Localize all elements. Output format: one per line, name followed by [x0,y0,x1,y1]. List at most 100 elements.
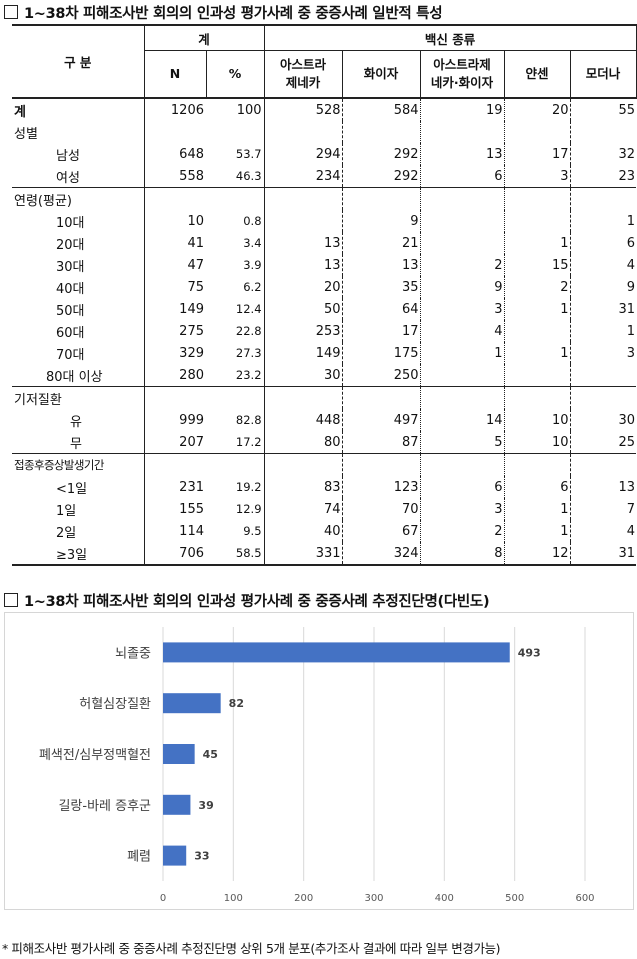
cell-vaccine-4: 32 [569,143,637,165]
cell-vaccine-4: 25 [569,431,637,454]
cell-vaccine-0: 13 [263,232,343,254]
cell-vaccine-3: 1 [503,342,571,364]
cell-vaccine-4: 31 [569,298,637,320]
cell-pct: 19.2 [235,480,262,494]
cell-n [143,386,206,409]
cell-vaccine-1: 324 [341,542,421,566]
row-label: 2일 [12,520,145,542]
cell-n: 648 [143,143,206,165]
header-category: 구 분 [12,24,145,99]
cell-vaccine-1: 175 [341,342,421,364]
cell-vaccine-4: 9 [569,276,637,298]
category-label: 허혈심장질환 [79,697,151,712]
row-label: 50대 [12,298,145,320]
cell-vaccine-3: 1 [503,520,571,542]
cell-vaccine-2 [419,187,505,210]
cell-vaccine-2: 19 [419,97,505,121]
cell-vaccine-0 [263,187,343,210]
cell-n [143,121,206,143]
table-row: 계 1206 100 528 584 19 20 55 [12,97,637,121]
cell-vaccine-3: 3 [503,165,571,188]
x-tick-label: 0 [160,893,166,904]
cell-vaccine-1: 9 [341,210,421,232]
checkbox-square-icon [4,593,18,607]
footnote: * 피해조사반 평가사례 중 중증사례 추정진단명 상위 5개 분포(추가조사 … [2,941,501,956]
cell-vaccine-4: 6 [569,232,637,254]
cell-n: 10 [143,210,206,232]
table-row: 20대 41 3.4 13 21 1 6 [12,232,637,254]
cell-n [143,187,206,210]
cell-pct: 17.2 [235,435,262,449]
cell-vaccine-3 [503,187,571,210]
cell-pct: 22.8 [235,324,262,338]
cell-pct: 23.2 [235,368,262,382]
cell-vaccine-0: 234 [263,165,343,188]
cell-vaccine-2: 6 [419,165,505,188]
cell-pct: 27.3 [235,346,262,360]
cell-vaccine-1 [341,386,421,409]
characteristics-table: 구 분 계 백신 종류 N % 아스트라 제네카 화이자 아스트라제 네카·화이자 얀… [12,24,637,566]
cell-vaccine-2 [419,364,505,387]
cell-n: 329 [143,342,206,364]
cell-n: 41 [143,232,206,254]
cell-vaccine-0: 528 [263,97,343,121]
row-label: 연령(평균) [12,187,145,210]
table-body: 계 1206 100 528 584 19 20 55 성별 남성 648 53.7 294 292 13 1… [12,97,637,566]
row-label: 여성 [12,165,145,188]
cell-pct: 58.5 [206,542,265,566]
category-label: 길랑-바레 증후군 [58,799,151,814]
header-vaccine-1: 화이자 [341,50,421,99]
x-tick-label: 600 [575,893,594,904]
checkbox-square-icon [4,5,18,19]
cell-vaccine-1: 292 [341,143,421,165]
cell-vaccine-4 [569,187,637,210]
bar [163,693,221,714]
bar [163,794,191,815]
row-label: 계 [12,97,145,121]
x-tick-label: 500 [505,893,524,904]
x-tick-label: 200 [294,893,313,904]
cell-vaccine-3: 6 [503,476,571,498]
cell-pct: 46.3 [235,169,262,183]
cell-vaccine-1: 64 [341,298,421,320]
cell-pct: 53.7 [235,147,262,161]
cell-n: 231 [143,476,206,498]
row-label: 40대 [12,276,145,298]
table-row: 1일 155 12.9 74 70 3 1 7 [12,498,637,520]
cell-vaccine-0: 149 [263,342,343,364]
cell-vaccine-2 [419,121,505,143]
row-label: 10대 [12,210,145,232]
cell-n: 207 [143,431,206,454]
cell-vaccine-2: 2 [419,520,505,542]
row-label: 60대 [12,320,145,342]
cell-vaccine-0: 13 [263,254,343,276]
table-row: 무 207 17.2 80 87 5 10 25 [12,431,637,454]
cell-vaccine-3: 2 [503,276,571,298]
data-label: 82 [229,697,244,710]
cell-vaccine-4: 4 [569,520,637,542]
cell-pct [206,187,265,210]
header-n: N [143,50,207,99]
cell-vaccine-0: 80 [263,431,343,454]
cell-vaccine-1: 123 [341,476,421,498]
data-label: 493 [518,646,541,659]
table-section-title: 1~38차 피해조사반 회의의 인과성 평가사례 중 중증사례 일반적 특성 [4,2,443,23]
cell-n [143,453,206,476]
x-tick-label: 300 [364,893,383,904]
cell-vaccine-2 [419,453,505,476]
cell-vaccine-4: 23 [569,165,637,188]
cell-vaccine-4: 1 [569,320,637,342]
table-title-text: 1~38차 피해조사반 회의의 인과성 평가사례 중 중증사례 일반적 특성 [24,6,443,22]
header-pct: % [205,50,265,99]
cell-vaccine-4 [569,453,637,476]
cell-vaccine-0: 448 [263,409,343,431]
cell-vaccine-4: 7 [569,498,637,520]
row-label: 70대 [12,342,145,364]
cell-pct: 3.4 [243,236,262,250]
bar [163,642,510,663]
bar [163,845,187,866]
cell-vaccine-0 [263,453,343,476]
bar [163,744,195,764]
row-label: ≥3일 [12,542,145,566]
cell-vaccine-2: 9 [419,276,505,298]
